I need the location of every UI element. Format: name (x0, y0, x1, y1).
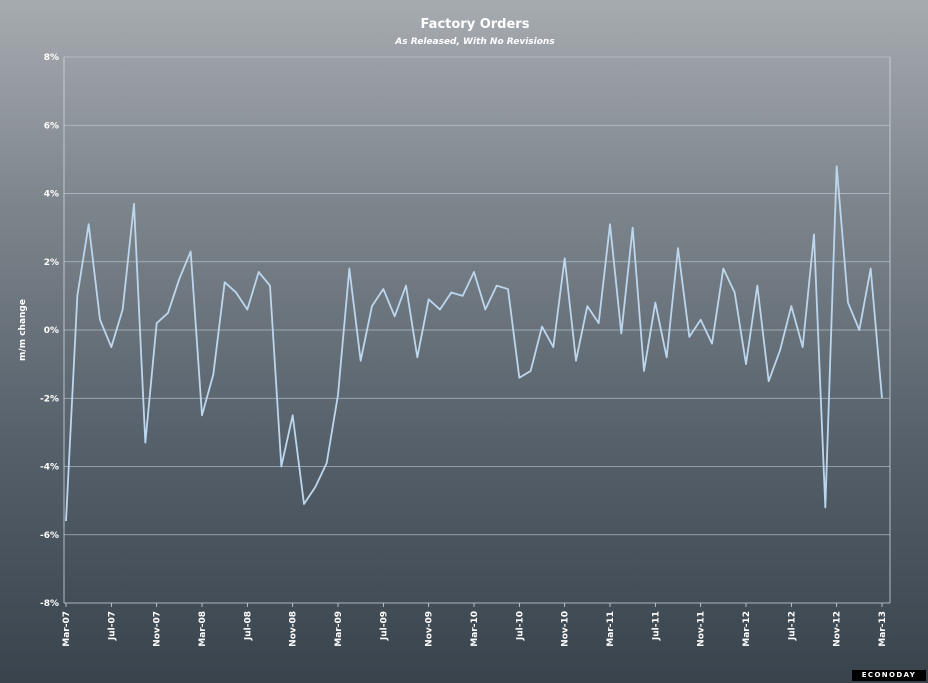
y-tick-label: 2% (44, 258, 59, 268)
data-points (65, 165, 884, 523)
y-tick-label: -4% (40, 463, 59, 473)
x-tick-label: Jul-11 (651, 611, 661, 641)
x-tick-label: Nov-07 (153, 611, 163, 647)
y-tick-label: 8% (44, 53, 59, 63)
x-tick-label: Nov-08 (289, 611, 299, 647)
x-tick-label: Jul-12 (787, 611, 797, 641)
y-tick-label: 6% (44, 121, 59, 131)
x-tick-label: Nov-10 (561, 611, 571, 647)
x-tick-label: Mar-08 (198, 611, 208, 647)
y-tick-label: 0% (44, 326, 59, 336)
x-tick-label: Nov-11 (697, 611, 707, 647)
y-tick-label: -6% (40, 531, 59, 541)
y-tick-label: -8% (40, 599, 59, 609)
x-tick-label: Nov-12 (833, 611, 843, 647)
econoday-logo: ECONODAY (852, 670, 926, 681)
x-tick-label: Jul-09 (379, 611, 389, 641)
x-tick-label: Mar-11 (606, 611, 616, 647)
chart-subtitle: As Released, With No Revisions (394, 37, 555, 47)
x-tick-label: Mar-13 (878, 611, 888, 647)
x-tick-label: Mar-10 (470, 611, 480, 647)
x-tick-labels: Mar-07 Jul-07 Nov-07 Mar-08 Jul-08 Nov-08 Mar-… (62, 603, 888, 647)
x-tick-label: Nov-09 (425, 611, 435, 647)
x-tick-label: Jul-08 (243, 611, 253, 641)
y-tick-label: 4% (44, 190, 59, 200)
y-tick-labels: 8% 6% 4% 2% 0% -2% -4% -6% -8% (40, 53, 59, 609)
series-line (65, 165, 883, 522)
chart-title: Factory Orders (421, 17, 530, 32)
grid (63, 56, 891, 604)
x-tick-label: Mar-07 (62, 611, 72, 647)
x-tick-label: Mar-09 (334, 611, 344, 647)
x-tick-label: Jul-10 (515, 611, 525, 641)
x-tick-label: Mar-12 (742, 611, 752, 647)
x-tick-label: Jul-07 (107, 611, 117, 641)
y-tick-label: -2% (40, 394, 59, 404)
y-axis-label: m/m change (18, 299, 28, 361)
